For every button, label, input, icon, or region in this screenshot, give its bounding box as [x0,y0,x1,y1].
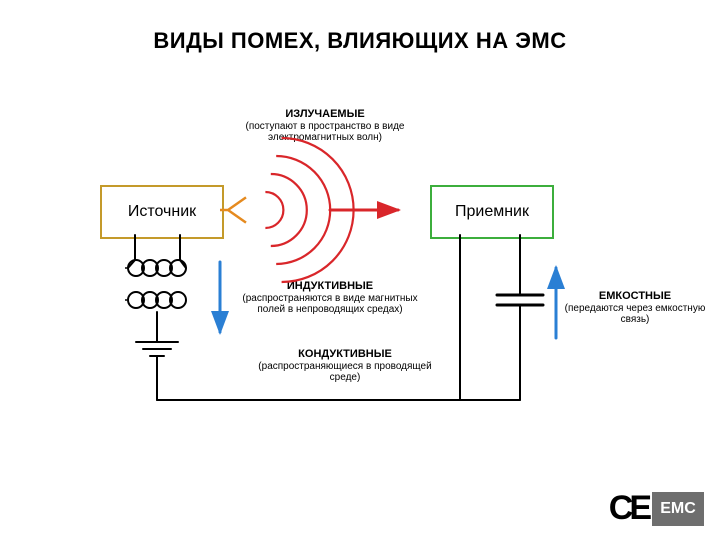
slide: ВИДЫ ПОМЕХ, ВЛИЯЮЩИХ НА ЭМС Источник При… [0,0,720,540]
ce-mark-icon: CE [609,489,648,528]
emc-badge-icon: EMC [652,492,704,526]
logo-group: CE EMC [609,489,704,528]
emc-diagram [0,0,720,540]
